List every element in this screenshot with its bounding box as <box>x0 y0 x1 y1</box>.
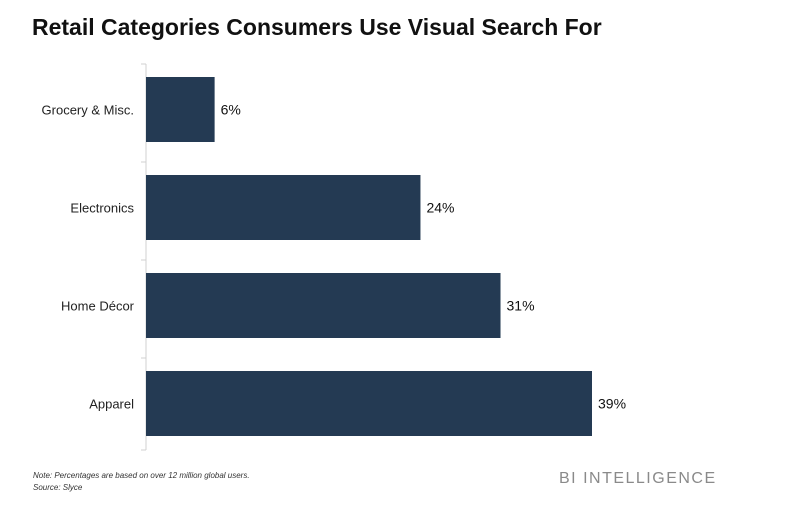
value-label: 24% <box>426 200 454 216</box>
bar-3 <box>146 371 592 436</box>
source-text: Source: Slyce <box>33 483 83 492</box>
category-label: Apparel <box>89 397 134 412</box>
category-label: Home Décor <box>61 299 135 314</box>
chart-title: Retail Categories Consumers Use Visual S… <box>32 14 602 40</box>
value-label: 31% <box>507 298 535 314</box>
bar-0 <box>146 77 215 142</box>
value-label: 6% <box>221 102 241 118</box>
bar-2 <box>146 273 501 338</box>
bar-1 <box>146 175 421 240</box>
note-text: Note: Percentages are based on over 12 m… <box>33 471 250 480</box>
category-label: Electronics <box>70 201 134 216</box>
chart-note: Note: Percentages are based on over 12 m… <box>33 470 250 494</box>
category-label: Grocery & Misc. <box>42 103 134 118</box>
value-label: 39% <box>598 396 626 412</box>
brand-logo: BI INTELLIGENCE <box>559 470 717 487</box>
